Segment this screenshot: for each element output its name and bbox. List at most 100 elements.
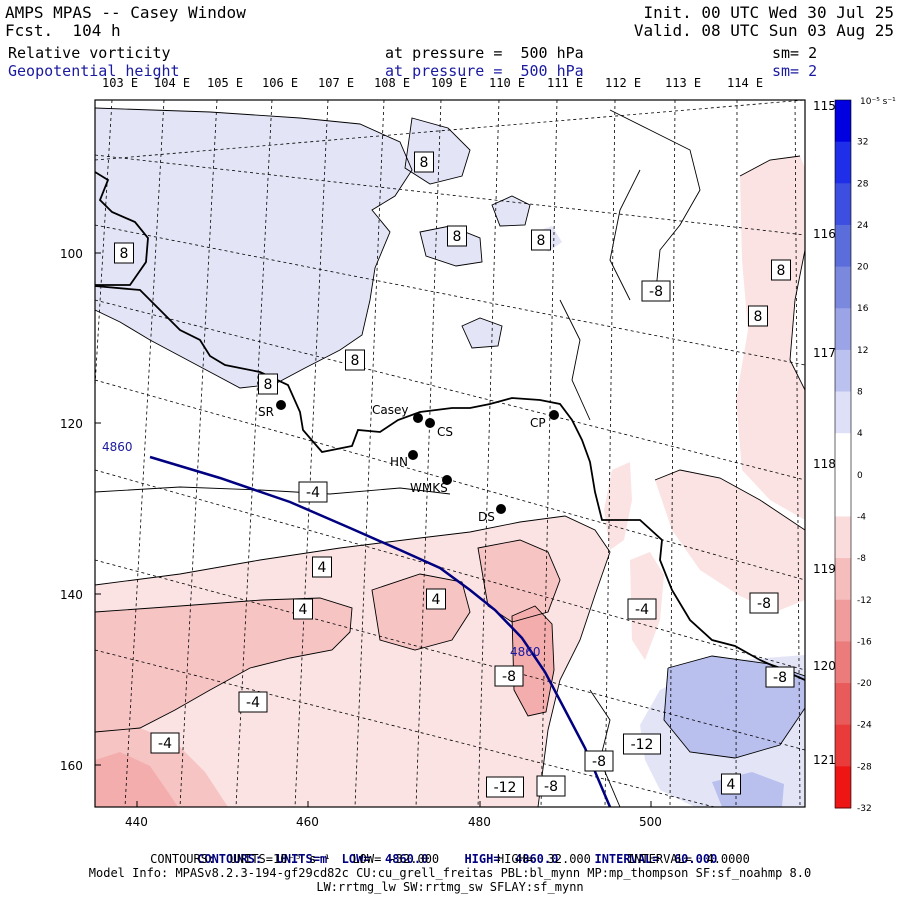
field1-name: Relative vorticity: [8, 44, 171, 62]
height-contour-info-high: HIGH= 4860.0: [464, 852, 559, 866]
lon-label: 113 E: [665, 76, 702, 90]
valid-time: Valid. 08 UTC Sun 03 Aug 25: [633, 21, 894, 40]
contour-label: -8: [757, 596, 771, 612]
contour-label: 4: [432, 592, 441, 608]
map-title: AMPS MPAS -- Casey Window: [5, 3, 246, 22]
station-marker: [276, 400, 286, 410]
colorbar-segment: [835, 308, 851, 351]
contour-label-box: [447, 225, 467, 247]
colorbar-segment: [835, 516, 851, 559]
contour-label: 4: [727, 777, 736, 793]
contour-label: 8: [537, 233, 546, 249]
colorbar-segment: [835, 100, 851, 143]
contour-label-box: [749, 592, 779, 614]
colorbar-segment: [835, 474, 851, 517]
contour-label: 8: [351, 353, 360, 369]
colorbar-segment: [835, 224, 851, 268]
station-label: Casey: [372, 403, 408, 417]
station-label: SR: [258, 405, 274, 419]
colorbar-segment: [835, 141, 851, 184]
colorbar-segment: [835, 641, 851, 684]
contour-label-box: [765, 666, 795, 688]
colorbar-frame: [834, 99, 852, 809]
colorbar-segment: [835, 433, 851, 476]
model-info-physics: LW:rrtmg_lw SW:rrtmg_sw SFLAY:sf_mynn: [316, 880, 584, 894]
colorbar-label: -16: [857, 637, 872, 647]
contour-label: -4: [158, 736, 172, 752]
height-contour-info-interval: INTERVAL= 60.000: [594, 852, 718, 866]
geopotential-height-contour: [149, 455, 612, 807]
contour-label-box: [486, 776, 524, 798]
lon-label: 114 E: [727, 76, 764, 90]
colorbar-label: 16: [857, 304, 869, 314]
lon-label: 104 E: [154, 76, 191, 90]
lon-label: 103 E: [102, 76, 139, 90]
station-label: WMKS: [410, 481, 448, 495]
vorticity-contours: [95, 107, 805, 807]
lon-label: 105 E: [207, 76, 244, 90]
station-marker: [413, 413, 423, 423]
axis-ticks: [95, 252, 652, 807]
height-contour-label: 4860: [510, 645, 541, 659]
station-marker: [496, 504, 506, 514]
contour-label: -8: [592, 754, 606, 770]
y-tick-label: 100: [60, 247, 83, 261]
colorbar-segment: [835, 683, 851, 726]
negative-vorticity-region: [604, 462, 632, 550]
contour-label: -4: [635, 602, 649, 618]
map-frame: [94, 99, 806, 808]
y-tick-label: 160: [60, 759, 83, 773]
contour-label-box: [426, 588, 446, 610]
colorbar-label: -20: [857, 679, 872, 689]
contour-label-box: [238, 691, 268, 713]
station-marker: [442, 475, 452, 485]
station-marker: [425, 418, 435, 428]
contour-label-box: [623, 733, 661, 755]
colorbar-label: 12: [857, 346, 868, 356]
positive-vorticity-region: [492, 196, 530, 226]
coastline: [95, 171, 805, 681]
negative-vorticity-region: [95, 598, 352, 732]
contour-label-box: [531, 229, 551, 251]
model-info: Model Info: MPASv8.2.3-194-gf29cd82c CU:…: [88, 866, 812, 880]
contour-labels: 8 8 8 8 8 8 8 8 -8 -4 4 4 4 -4 -8 -8 -4 -4 -8 -8 -12 -8 -12 4: [114, 151, 795, 798]
station-markers: SR Casey CS CP HN WMKS DS: [258, 400, 559, 524]
colorbar-label: 20: [857, 263, 869, 273]
contour-label: 8: [754, 309, 763, 325]
colorbar-label: 32: [857, 138, 868, 148]
contour-label-box: [345, 349, 365, 371]
height-contour-info-units: CONTOURS: UNITS=m LOW= 4860.0: [197, 852, 429, 866]
negative-vorticity-region: [478, 540, 560, 622]
colorbar-segment: [835, 558, 851, 601]
x-tick-label: 500: [639, 815, 662, 829]
contour-label-box: [414, 151, 434, 173]
station-marker: [549, 410, 559, 420]
negative-vorticity-region: [95, 516, 610, 807]
contour-label-box: [641, 280, 671, 302]
colorbar-label: -8: [857, 554, 866, 564]
lon-label: 111 E: [547, 76, 584, 90]
station-marker: [408, 450, 418, 460]
contour-label: -12: [631, 737, 654, 753]
y-tick-label: 140: [60, 588, 83, 602]
colorbar-label: -4: [857, 512, 866, 522]
colorbar-segment: [835, 766, 851, 809]
colorbar-label: 8: [857, 388, 863, 398]
contour-label-box: [298, 481, 328, 503]
colorbar-label: -32: [857, 804, 872, 814]
colorbar-segment: [835, 599, 851, 642]
station-label: DS: [478, 510, 495, 524]
contour-label-box: [627, 598, 657, 620]
colorbar-label: 0: [857, 471, 863, 481]
contour-label: -8: [773, 670, 787, 686]
contour-label: 8: [420, 155, 429, 171]
height-contour-info: CONTOURS: UNITS=m LOW= 4860.0 HIGH= 4860…: [0, 838, 900, 866]
contour-label: 4: [299, 602, 308, 618]
field1-level: at pressure = 500 hPa: [385, 44, 584, 62]
contour-label-box: [584, 750, 614, 772]
colorbar-label: -28: [857, 762, 872, 772]
positive-vorticity-region: [95, 108, 412, 388]
contour-label-box: [293, 598, 313, 620]
contour-label: -8: [502, 669, 516, 685]
contour-label-box: [258, 373, 278, 395]
